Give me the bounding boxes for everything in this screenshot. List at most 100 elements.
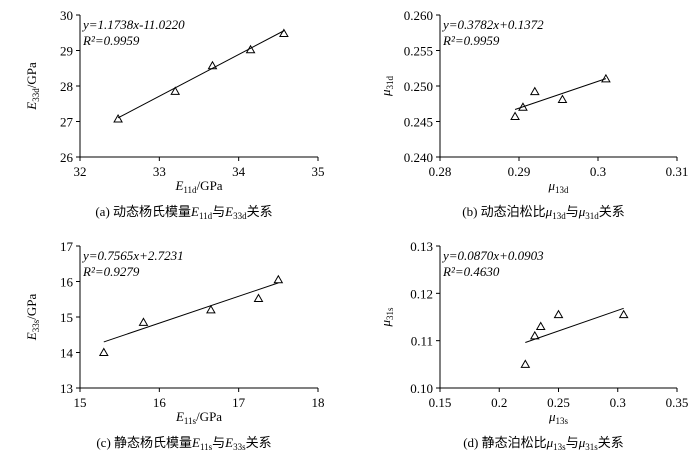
caption: (d) 静态泊松比μ13s与μ31s关系 [463, 435, 624, 452]
caption-part: 13s [553, 442, 566, 452]
caption: (c) 静态杨氏模量E11s与E33s关系 [96, 435, 271, 452]
point [113, 114, 123, 123]
label-symbol: E [174, 178, 183, 193]
point [170, 86, 181, 95]
y-tick-label: 26 [60, 150, 74, 165]
equation: y=1.1738x-11.0220 [81, 17, 185, 32]
caption: (b) 动态泊松比μ13d与μ31d关系 [462, 204, 625, 221]
trend-line [514, 78, 607, 110]
caption-part: μ [545, 204, 553, 219]
y-tick-label: 29 [60, 44, 73, 59]
y-tick-label: 0.260 [404, 8, 433, 23]
label-subscript: 33d [31, 88, 41, 102]
caption-part: μ [578, 435, 586, 450]
x-tick-label: 16 [153, 395, 167, 410]
y-tick-label: 28 [60, 79, 73, 94]
x-axis-label: E11d/GPa [174, 178, 222, 195]
caption-part: 13d [552, 211, 566, 221]
caption-part: 与 [212, 435, 225, 450]
x-tick-label: 0.29 [508, 164, 531, 179]
x-tick-label: 0.28 [429, 164, 452, 179]
point [518, 102, 528, 111]
label-symbol: μ [547, 178, 555, 193]
point [529, 86, 540, 96]
equation: y=0.7565x+2.7231 [81, 248, 184, 263]
panel: 15 16 17 18 13 14 15 16 17 y=0.7565x+2.7231R²=0.9… [24, 239, 325, 452]
label-symbol: E [24, 102, 39, 111]
caption-part: E [224, 204, 233, 219]
point [529, 330, 540, 340]
y-tick-label: 30 [60, 8, 73, 23]
x-axis-label: μ13d [547, 178, 569, 195]
y-axis-label: μ31s [378, 307, 395, 328]
x-tick-label: 0.15 [429, 395, 452, 410]
label-subscript: 31d [385, 75, 395, 89]
y-tick-label: 0.240 [404, 150, 433, 165]
y-tick-label: 0.245 [404, 115, 433, 130]
panel: 0.15 0.2 0.25 0.3 0.35 0.10 0.11 0.12 0.13 y=0.08… [378, 239, 688, 452]
caption-part: E [224, 435, 233, 450]
y-tick-label: 16 [60, 275, 74, 290]
caption-part: (d) 静态泊松比 [463, 435, 546, 450]
caption-part: 与 [566, 204, 579, 219]
caption-part: 关系 [246, 435, 272, 450]
equation: y=0.3782x+0.1372 [441, 17, 544, 32]
label-symbol: E [24, 332, 39, 341]
x-tick-label: 0.2 [491, 395, 507, 410]
x-axis-label: μ13s [548, 409, 569, 426]
caption-part: 33d [233, 211, 247, 221]
trend-line [103, 282, 279, 343]
caption-part: μ [546, 435, 554, 450]
label-subscript: 31s [385, 307, 395, 320]
caption-part: E [190, 204, 199, 219]
caption-part: 31s [585, 442, 598, 452]
x-tick-label: 17 [232, 395, 246, 410]
trend-line [117, 30, 285, 119]
caption: (a) 动态杨氏模量E11d与E33d关系 [95, 204, 272, 221]
equation: y=0.0870x+0.0903 [441, 248, 544, 263]
caption-part: 33s [233, 442, 246, 452]
caption-part: 关系 [247, 204, 273, 219]
x-axis-label: E11s/GPa [175, 409, 222, 426]
label-symbol: μ [378, 320, 393, 328]
point [601, 73, 611, 83]
label-symbol: μ [548, 409, 556, 424]
x-tick-label: 0.25 [547, 395, 570, 410]
caption-part: 关系 [598, 435, 624, 450]
y-tick-label: 0.10 [410, 381, 433, 396]
y-tick-label: 0.11 [411, 334, 433, 349]
point [510, 111, 520, 121]
caption-part: 11d [199, 211, 213, 221]
caption-part: 31d [585, 211, 599, 221]
x-tick-label: 35 [312, 164, 325, 179]
label-unit: /GPa [24, 294, 39, 320]
y-tick-label: 15 [60, 310, 73, 325]
point [138, 317, 149, 326]
r-squared: R²=0.9959 [442, 33, 500, 48]
point [273, 274, 284, 284]
r-squared: R²=0.9279 [82, 264, 140, 279]
point [553, 309, 564, 319]
label-unit: /GPa [24, 62, 39, 88]
label-symbol: μ [378, 89, 393, 97]
y-axis-label: μ31d [378, 75, 395, 97]
caption-part: 与 [566, 435, 579, 450]
y-tick-label: 0.13 [410, 239, 433, 254]
caption-part: 关系 [599, 204, 625, 219]
label-subscript: 11s [184, 416, 197, 426]
y-tick-label: 17 [60, 239, 74, 254]
point [618, 309, 629, 319]
point [279, 28, 289, 37]
y-axis-label: E33s/GPa [24, 294, 41, 342]
caption-part: (c) 静态杨氏模量 [96, 435, 192, 450]
y-tick-label: 27 [60, 115, 74, 130]
point [253, 293, 264, 303]
y-axis-label: E33d/GPa [24, 62, 41, 111]
label-subscript: 13s [556, 416, 569, 426]
r-squared: R²=0.9959 [82, 33, 140, 48]
y-tick-label: 13 [60, 381, 73, 396]
r-squared: R²=0.4630 [442, 264, 500, 279]
panel: 32 33 34 35 26 27 28 29 30 y=1.1738x-11.0220R²=0.… [24, 8, 325, 221]
label-subscript: 33s [31, 319, 41, 332]
